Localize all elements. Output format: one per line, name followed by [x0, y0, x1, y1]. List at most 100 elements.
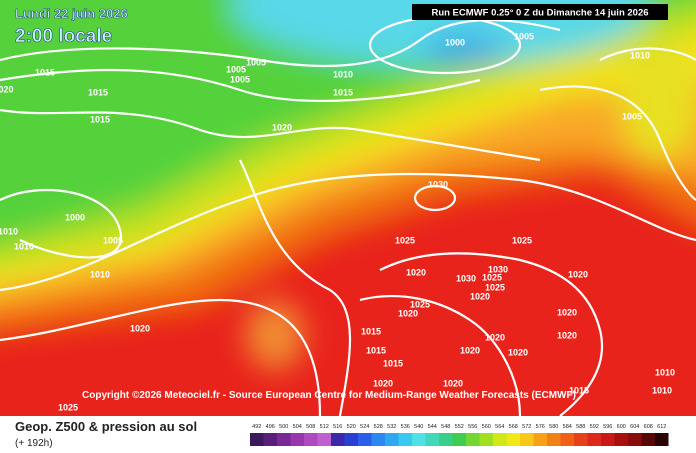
color-swatch [304, 433, 318, 446]
isobar-label: 1010 [14, 241, 34, 251]
color-swatch [290, 433, 304, 446]
scale-tick-label: 592 [590, 424, 599, 430]
scale-tick-label: 608 [644, 424, 653, 430]
color-swatch [520, 433, 534, 446]
isobar-label: 1010 [333, 69, 353, 79]
isobar-label: 1005 [514, 31, 534, 41]
scale-tick-label: 520 [347, 424, 356, 430]
scale-tick-label: 544 [428, 424, 437, 430]
isobar-label: 1020 [557, 330, 577, 340]
isobar-label: 1020 [398, 308, 418, 318]
isobar-label: 1005 [226, 64, 246, 74]
color-swatch [466, 433, 480, 446]
isobar-label: 1015 [366, 345, 386, 355]
scale-tick-label: 536 [401, 424, 410, 430]
isobars [0, 15, 696, 416]
color-swatch [358, 433, 372, 446]
color-swatch [601, 433, 615, 446]
scale-tick-label: 512 [320, 424, 329, 430]
copyright: Copyright ©2026 Meteociel.fr - Source Eu… [82, 390, 576, 401]
isobar-label: 1025 [58, 402, 78, 412]
color-swatch [452, 433, 466, 446]
color-scale: 492 496 500 504 508 512 516 520 524 528 532 536 540 5… [250, 424, 669, 446]
isobar-label: 1020 [485, 332, 505, 342]
scale-tick-label: 516 [333, 424, 342, 430]
color-swatch [506, 433, 520, 446]
isobar-label: 1005 [103, 235, 123, 245]
isobar-label: 1025 [512, 235, 532, 245]
isobar-label: 1000 [445, 37, 465, 47]
scale-tick-label: 612 [657, 424, 666, 430]
legend-title: Geop. Z500 & pression au sol [15, 419, 197, 434]
date: Lundi 22 juin 2026 [15, 6, 128, 21]
color-swatch [371, 433, 385, 446]
scale-tick-label: 600 [617, 424, 626, 430]
isobar-label: 1015 [88, 87, 108, 97]
isobar-label: 1005 [246, 57, 266, 67]
color-swatch [439, 433, 453, 446]
isobar-label: 1020 [272, 122, 292, 132]
isobar-label: 1025 [485, 282, 505, 292]
scale-tick-label: 540 [414, 424, 423, 430]
isobar-label: 1020 [443, 378, 463, 388]
scale-tick-label: 492 [252, 424, 261, 430]
isobar-label: 1010 [655, 367, 675, 377]
isobar-label: 1020 [373, 378, 393, 388]
isobar-label: 1025 [410, 299, 430, 309]
color-swatch [547, 433, 561, 446]
isobar-label: 1010 [90, 269, 110, 279]
isobar-label: 1020 [470, 291, 490, 301]
color-swatch [425, 433, 439, 446]
isobar-label: 1030 [428, 179, 448, 189]
isobar-label: 1020 [406, 267, 426, 277]
scale-tick-label: 572 [522, 424, 531, 430]
isobar-label: 1015 [90, 114, 110, 124]
color-swatch [574, 433, 588, 446]
color-swatch [533, 433, 547, 446]
isobar-label: 1000 [65, 212, 85, 222]
scale-tick-label: 500 [279, 424, 288, 430]
scale-tick-label: 556 [468, 424, 477, 430]
scale-tick-label: 560 [482, 424, 491, 430]
scale-tick-label: 576 [536, 424, 545, 430]
color-swatch [385, 433, 399, 446]
scale-tick-label: 564 [495, 424, 504, 430]
color-swatch [493, 433, 507, 446]
color-swatch [317, 433, 331, 446]
scale-tick-label: 580 [549, 424, 558, 430]
isobar-label: 1030 [456, 273, 476, 283]
color-swatch [655, 433, 669, 446]
isobar-label: 1025 [395, 235, 415, 245]
time: 2:00 locale [15, 26, 112, 47]
isobar-label: 1015 [35, 67, 55, 77]
color-swatch [398, 433, 412, 446]
isobar-label: 1020 [508, 347, 528, 357]
scale-tick-label: 532 [387, 424, 396, 430]
color-swatch [277, 433, 291, 446]
scale-tick-label: 504 [293, 424, 302, 430]
run-info: Run ECMWF 0.25° 0 Z du Dimanche 14 juin … [431, 8, 648, 19]
scale-tick-label: 548 [441, 424, 450, 430]
scale-tick-label: 568 [509, 424, 518, 430]
scale-tick-label: 508 [306, 424, 315, 430]
isobar-label: 1030 [488, 264, 508, 274]
isobar-label: 1020 [460, 345, 480, 355]
scale-tick-label: 604 [630, 424, 639, 430]
isobar-label: 1020 [130, 323, 150, 333]
color-swatch [614, 433, 628, 446]
isobar-label: 020 [0, 84, 14, 94]
color-swatch [560, 433, 574, 446]
isobar-label: 1005 [230, 74, 250, 84]
scale-tick-label: 496 [266, 424, 275, 430]
color-swatch [263, 433, 277, 446]
color-field [0, 0, 696, 370]
run-box [412, 4, 668, 20]
color-swatch [250, 433, 264, 446]
scale-tick-label: 552 [455, 424, 464, 430]
isobar-label: 1010 [652, 385, 672, 395]
color-swatch [479, 433, 493, 446]
color-swatch [412, 433, 426, 446]
